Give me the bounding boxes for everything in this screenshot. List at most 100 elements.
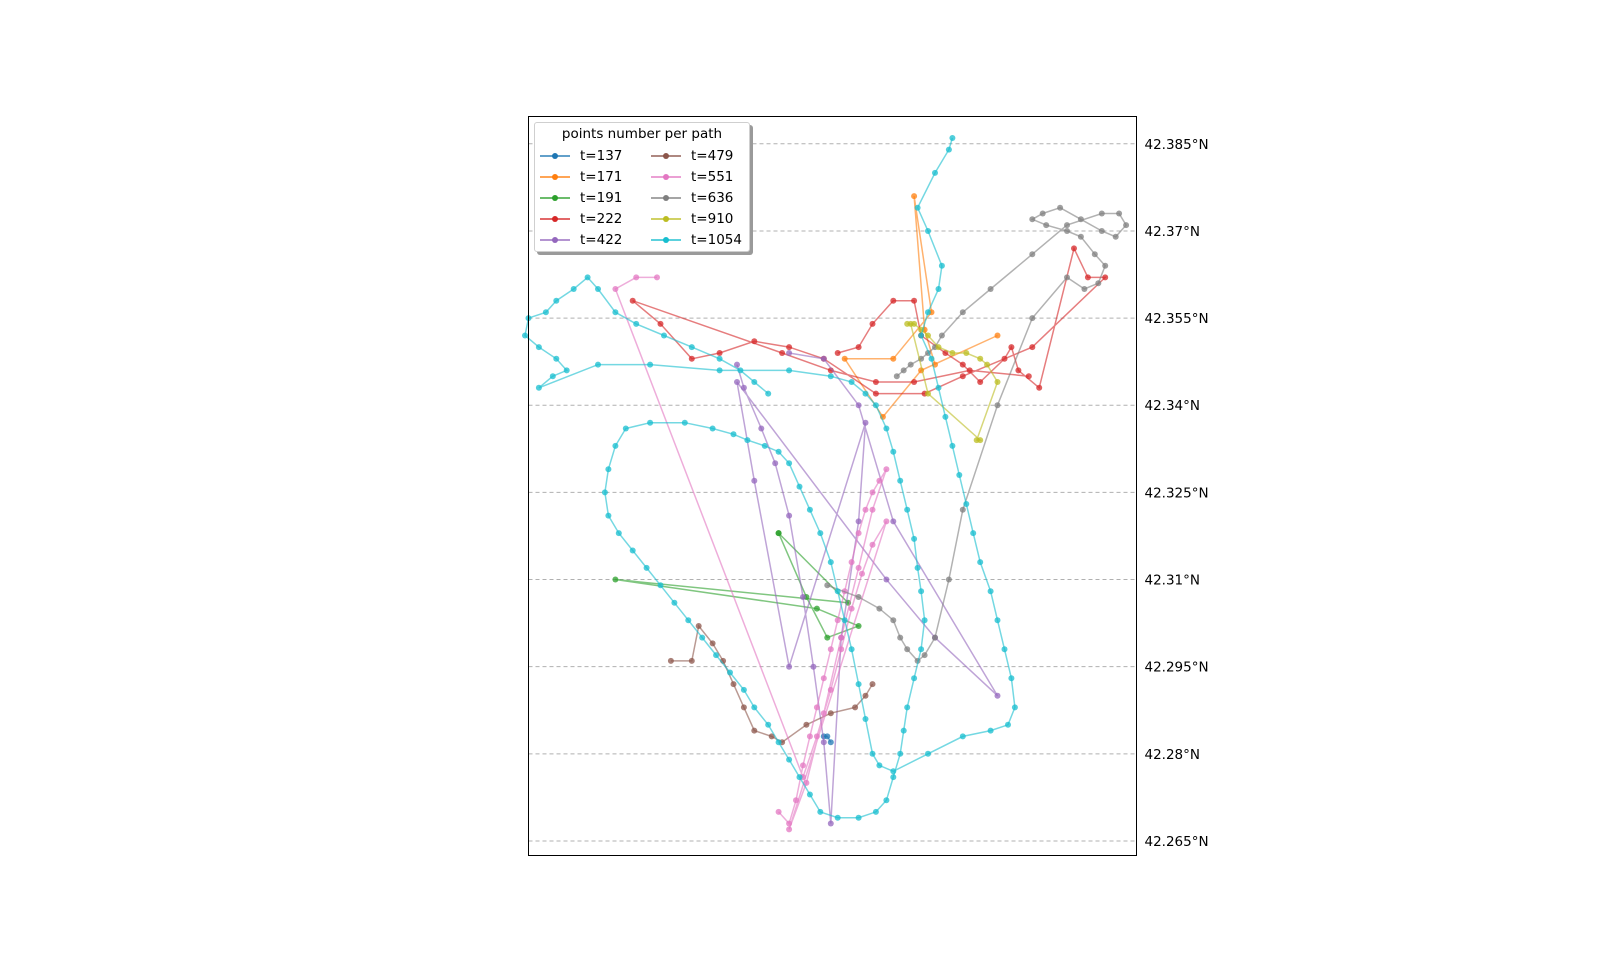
data-point <box>786 344 793 351</box>
data-point <box>966 367 973 374</box>
legend-label: t=171 <box>580 169 623 185</box>
data-point <box>612 442 619 449</box>
data-point <box>834 588 841 595</box>
data-point <box>918 332 925 339</box>
data-point <box>987 727 994 734</box>
data-point <box>925 750 931 757</box>
data-point <box>786 663 793 670</box>
data-point <box>661 332 667 339</box>
data-point <box>595 361 601 368</box>
data-point <box>647 419 654 426</box>
legend-swatch <box>540 235 570 245</box>
data-point <box>987 286 994 292</box>
data-point <box>949 350 956 356</box>
y-tick-label: 42.355°N <box>1145 311 1209 327</box>
data-point <box>855 564 862 571</box>
data-point <box>751 727 758 734</box>
data-point <box>932 634 938 641</box>
data-point <box>918 588 925 595</box>
data-point <box>872 402 879 409</box>
data-point <box>897 750 904 757</box>
data-point <box>1064 228 1070 234</box>
legend-label: t=910 <box>691 211 734 227</box>
data-point <box>925 390 931 397</box>
legend-label: t=636 <box>691 190 734 206</box>
axes-frame <box>528 116 1137 856</box>
y-tick-label: 42.34°N <box>1145 398 1201 414</box>
data-point <box>1081 286 1088 292</box>
data-point <box>942 350 949 356</box>
data-point <box>612 286 619 292</box>
data-point <box>713 652 720 659</box>
data-point <box>1098 228 1105 234</box>
legend-entry: t=191 <box>540 189 622 207</box>
data-point <box>734 361 740 368</box>
data-point <box>671 599 678 606</box>
data-point <box>970 530 977 537</box>
data-point <box>834 350 841 356</box>
data-point <box>848 379 855 385</box>
data-point <box>824 634 831 641</box>
data-point <box>959 309 966 316</box>
legend-swatch <box>540 151 570 161</box>
data-point <box>820 675 827 682</box>
data-point <box>601 489 608 496</box>
data-point <box>1025 373 1032 380</box>
data-point <box>688 355 695 362</box>
y-tick-label: 42.28°N <box>1145 747 1201 763</box>
data-point <box>914 564 921 571</box>
data-point <box>907 361 914 368</box>
data-point <box>734 379 740 385</box>
data-point <box>977 379 984 385</box>
legend-entry: t=171 <box>540 168 622 186</box>
data-point <box>869 320 876 327</box>
series-line <box>736 352 999 824</box>
data-point <box>827 739 834 746</box>
data-point <box>911 535 918 542</box>
data-point <box>786 367 793 374</box>
data-point <box>872 390 879 397</box>
data-point <box>852 704 859 711</box>
data-point <box>918 646 925 653</box>
legend-swatch <box>651 151 681 161</box>
data-point <box>827 686 834 693</box>
data-point <box>900 727 907 734</box>
data-point <box>959 373 966 380</box>
data-point <box>1036 384 1043 391</box>
y-tick-label: 42.37°N <box>1145 224 1201 240</box>
data-point <box>855 681 862 688</box>
data-point <box>890 518 897 525</box>
data-point <box>740 686 747 693</box>
data-point <box>827 646 834 653</box>
legend-swatch <box>651 172 681 182</box>
data-point <box>921 652 928 659</box>
data-point <box>900 367 907 374</box>
data-point <box>633 274 640 281</box>
data-point <box>890 355 897 362</box>
data-point <box>1015 367 1022 374</box>
data-point <box>716 350 723 356</box>
data-point <box>876 477 883 484</box>
data-point <box>935 344 942 351</box>
data-point <box>1095 280 1102 287</box>
data-point <box>549 373 556 380</box>
data-point <box>942 413 949 420</box>
data-point <box>730 681 737 688</box>
legend-swatch <box>651 235 681 245</box>
legend-label: t=479 <box>691 148 734 164</box>
data-point <box>949 442 956 449</box>
data-point <box>984 361 991 368</box>
data-point <box>542 309 549 316</box>
y-tick-label: 42.265°N <box>1145 834 1209 850</box>
data-point <box>1123 222 1130 229</box>
data-point <box>1029 216 1036 223</box>
data-point <box>883 425 890 432</box>
data-point <box>751 338 758 345</box>
data-point <box>911 193 918 200</box>
data-point <box>890 617 897 624</box>
data-point <box>1008 344 1015 351</box>
data-point <box>1091 251 1098 258</box>
data-point <box>605 466 612 473</box>
data-point <box>841 617 848 624</box>
data-point <box>772 460 779 467</box>
